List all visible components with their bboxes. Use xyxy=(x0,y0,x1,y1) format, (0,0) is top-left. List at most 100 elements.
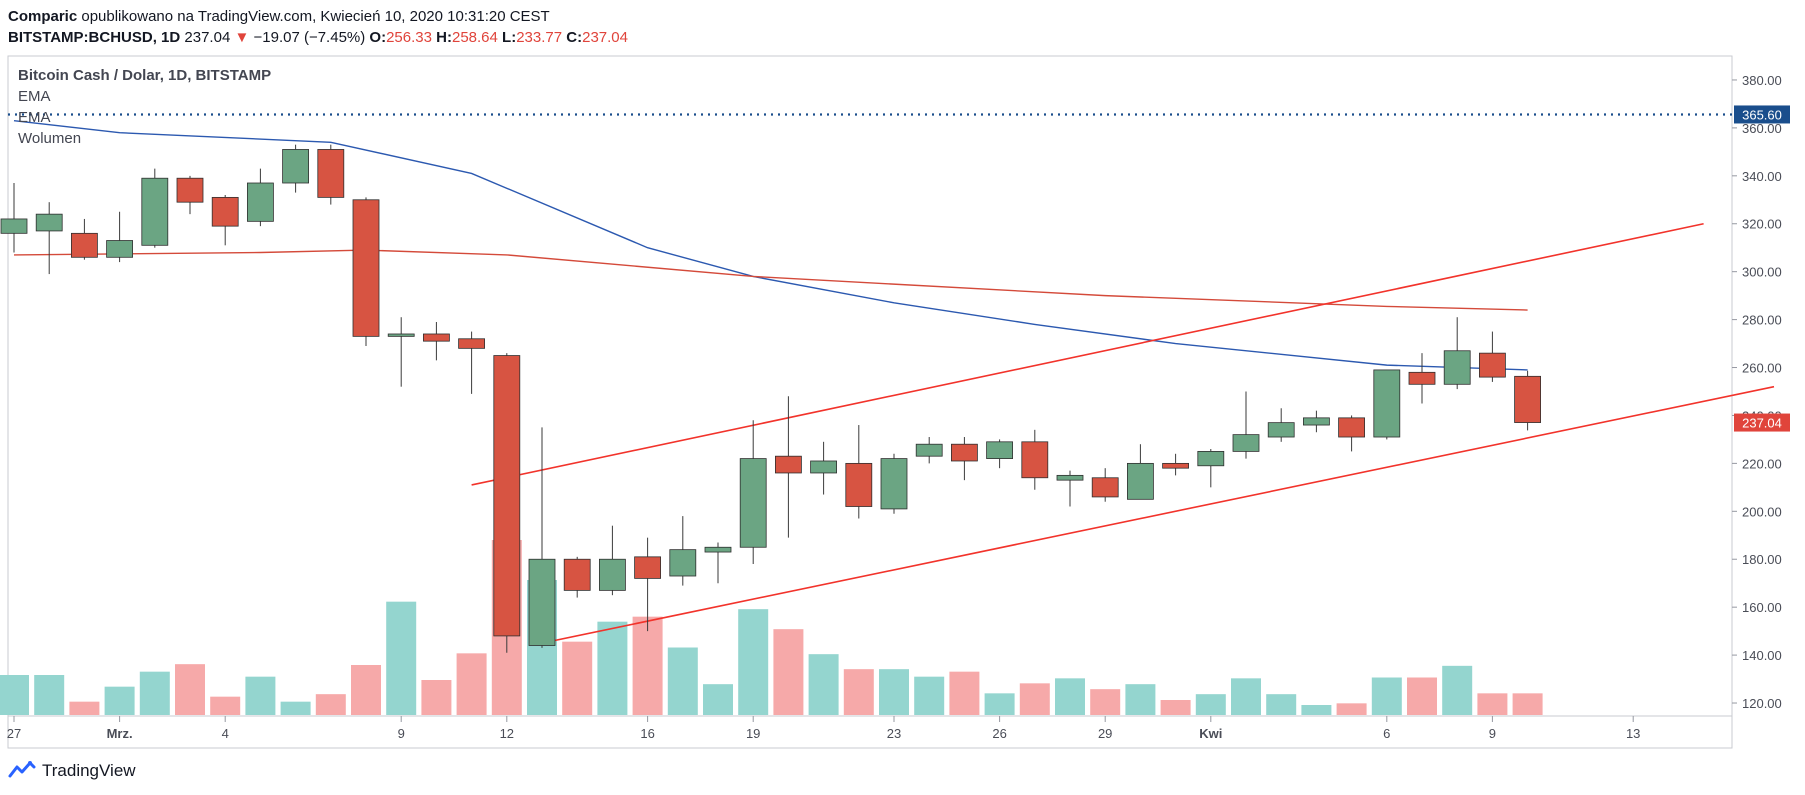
candle-down xyxy=(458,338,486,349)
tradingview-brand: TradingView xyxy=(42,761,136,780)
volume-bar xyxy=(667,647,698,715)
volume-bar xyxy=(386,601,417,715)
candle-up xyxy=(528,558,556,646)
volume-bar xyxy=(808,654,839,715)
candle-up xyxy=(35,213,63,232)
volume-bar xyxy=(175,664,205,715)
ema-line xyxy=(13,249,1528,311)
volume-bar xyxy=(210,696,241,715)
candle-down xyxy=(1091,477,1119,498)
level-badge xyxy=(1734,105,1790,124)
volume-bars xyxy=(0,540,1543,715)
x-tick-label: 16 xyxy=(640,726,654,741)
tradingview-logo[interactable]: TradingView xyxy=(8,760,136,782)
candle-up xyxy=(1197,450,1225,467)
candle-up xyxy=(106,240,133,258)
volume-legend[interactable]: Wolumen xyxy=(18,130,82,147)
y-tick-label: 380.00 xyxy=(1742,73,1782,88)
ohlc-header: BITSTAMP:BCHUSD, 1D 237.04 ▼ −19.07 (−7.… xyxy=(8,29,628,46)
volume-bar xyxy=(597,621,628,715)
volume-bar xyxy=(1266,694,1297,715)
time-axis[interactable]: 27 Mrz. 4 9 12 16 19 23 26 29 Kwi 6 9 13 xyxy=(7,716,1641,741)
volume-bar xyxy=(351,665,381,715)
volume-bar xyxy=(703,684,733,715)
candle-up xyxy=(1232,434,1260,452)
volume-bar xyxy=(914,676,945,715)
volume-bar xyxy=(1125,684,1156,715)
x-tick-label: 12 xyxy=(500,726,514,741)
y-tick-label: 280.00 xyxy=(1742,313,1782,328)
x-tick-label: 19 xyxy=(746,726,760,741)
header-line-1: Comparic opublikowano na TradingView.com… xyxy=(8,8,550,25)
publish-info: opublikowano na TradingView.com, Kwiecie… xyxy=(81,8,550,25)
candle-up xyxy=(1443,350,1471,385)
ema-legend-2[interactable]: EMA xyxy=(18,109,51,126)
trend-line xyxy=(471,222,1704,486)
series-legend-title[interactable]: Bitcoin Cash / Dolar, 1D, BITSTAMP xyxy=(18,67,272,84)
volume-bar xyxy=(1160,700,1191,715)
candle-up xyxy=(810,460,837,474)
candle-down xyxy=(1338,417,1365,438)
candle-down xyxy=(176,177,204,203)
open-label: O: xyxy=(369,29,387,46)
volume-bar xyxy=(1336,703,1367,715)
y-tick-label: 140.00 xyxy=(1742,648,1782,663)
y-tick-label: 220.00 xyxy=(1742,456,1782,471)
candle-up xyxy=(282,149,310,184)
y-tick-label: 200.00 xyxy=(1742,504,1782,519)
candle-up xyxy=(246,182,274,222)
price-axis[interactable]: 120.00140.00160.00180.00200.00220.00240.… xyxy=(1732,73,1782,711)
candle-down xyxy=(1162,462,1189,469)
chart-frame xyxy=(7,55,1733,749)
volume-bar xyxy=(69,701,100,715)
candle-down xyxy=(1479,352,1506,378)
close-label: C: xyxy=(566,29,583,46)
indicator-lines xyxy=(13,120,1775,644)
volume-bar xyxy=(879,669,909,715)
volume-bar xyxy=(1512,693,1543,715)
ema-line xyxy=(13,120,1528,371)
x-tick-label: 13 xyxy=(1626,726,1640,741)
x-tick-label: Kwi xyxy=(1199,726,1222,741)
candle-up xyxy=(599,558,626,591)
volume-bar xyxy=(0,675,29,715)
candle-down xyxy=(1021,441,1049,479)
volume-bar xyxy=(843,669,874,715)
candle-down xyxy=(71,232,98,258)
candle-up xyxy=(141,177,169,246)
candle-down xyxy=(1514,375,1541,423)
low-value: 233.77 xyxy=(516,29,563,46)
candle-up xyxy=(669,549,697,577)
y-tick-label: 180.00 xyxy=(1742,552,1782,567)
last-price-badge-label: 237.04 xyxy=(1742,416,1782,431)
volume-bar xyxy=(1195,694,1226,715)
symbol-label[interactable]: BITSTAMP:BCHUSD, 1D xyxy=(8,29,181,46)
candle-up xyxy=(1373,369,1401,438)
volume-bar xyxy=(34,675,65,715)
volume-bar xyxy=(315,694,346,715)
y-tick-label: 160.00 xyxy=(1742,600,1782,615)
y-tick-label: 300.00 xyxy=(1742,265,1782,280)
volume-bar xyxy=(421,680,452,715)
volume-bar xyxy=(1371,677,1402,715)
level-badge-label: 365.60 xyxy=(1742,107,1782,122)
author-name[interactable]: Comparic xyxy=(8,8,78,25)
candle-up xyxy=(739,458,767,548)
candle-down xyxy=(563,558,591,591)
candle-up xyxy=(0,218,28,234)
volume-bar xyxy=(104,686,135,715)
open-value: 256.33 xyxy=(386,29,432,46)
price-labels: 365.60 237.04 xyxy=(8,105,1790,432)
y-tick-label: 320.00 xyxy=(1742,217,1782,232)
ema-legend-1[interactable]: EMA xyxy=(18,88,51,105)
x-tick-label: 27 xyxy=(7,726,21,741)
candle-down xyxy=(634,556,661,579)
candle-down xyxy=(493,355,521,637)
candle-down xyxy=(317,149,345,198)
candle-up xyxy=(387,333,415,337)
x-tick-label: 29 xyxy=(1098,726,1112,741)
candle-up xyxy=(1303,417,1330,426)
last-price: 237.04 xyxy=(184,29,231,46)
last-price-badge xyxy=(1734,413,1790,432)
